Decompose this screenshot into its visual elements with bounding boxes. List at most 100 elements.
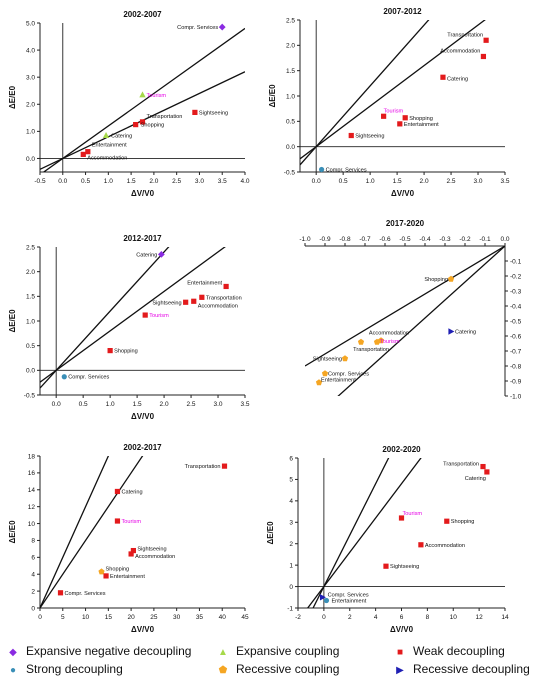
point-label-catering: Catering [455,330,476,336]
point-label-sightseeing: Sightseeing [152,300,181,306]
reference-line [40,247,226,383]
x-tick-label: -0.6 [379,236,391,243]
x-tick-label: 0 [322,614,326,621]
x-tick-label: 2.0 [420,178,429,185]
y-tick-label: -0.9 [510,378,522,385]
reference-lines [40,27,245,172]
point-label-accommodation: Accommodation [425,543,465,549]
x-tick-label: 3.0 [214,401,223,408]
legend-label-5: Recessive decoupling [413,662,530,676]
x-tick-label: -0.2 [459,236,471,243]
point-label-tourism: Tourism [384,108,404,114]
point-label-compr-services: Compr. Services [328,592,369,598]
chart-title: 2002-2007 [123,10,162,19]
panel-2002-2007: -0.5 0.0 0.5 1.0 1.5 2.0 2.5 3.0 3.5 4.0 0.0 1.0 2.0… [8,10,250,198]
point-label-catering: Catering [447,76,468,82]
y-tick-label: -1.0 [510,393,522,400]
point-transportation [480,463,486,470]
legend-marker-2: ■ [396,647,404,658]
point-catering [440,74,446,80]
point-shopping [98,568,105,575]
point-accommodation [480,53,487,60]
y-tick-label: 3.0 [26,74,35,81]
x-tick-label: 6 [400,614,404,621]
point-catering [448,328,455,335]
x-tick-label: 0 [38,614,42,621]
point-tourism [114,518,121,524]
chart-title: 2002-2017 [123,443,162,452]
x-tick-label: -0.7 [359,236,371,243]
legend-item-0: ◆ Expansive negative decoupling [8,644,191,660]
x-tick-label: 0.0 [58,178,67,185]
point-label-transportation: Transportation [147,114,183,120]
x-tick-label: 0.5 [339,178,348,185]
legend-marker-4: ⬟ [218,665,228,676]
point-label-shopping: Shopping [141,123,165,129]
y-axis-label: ΔE/E0 [8,309,17,333]
point-label-sightseeing: Sightseeing [355,134,384,140]
point-label-accommodation: Accommodation [135,554,175,560]
reference-line [306,458,422,608]
chart-title: 2002-2020 [382,445,421,454]
y-axis-label: ΔE/E0 [268,84,277,108]
point-label-shopping: Shopping [451,519,475,525]
reference-line [300,20,430,166]
x-tick-label: -0.1 [479,236,491,243]
x-tick-label: 2.5 [187,401,196,408]
point-sightseeing [383,563,389,569]
y-tick-label: 6 [289,455,293,462]
x-tick-label: 2.0 [160,401,169,408]
x-tick-label: 3.0 [195,178,204,185]
x-tick-label: -0.8 [339,236,351,243]
point-label-transportation: Transportation [443,462,479,468]
y-tick-label: -1 [287,605,293,612]
reference-lines [40,247,226,389]
x-tick-label: 45 [241,614,249,621]
legend-label-3: Strong decoupling [26,662,123,676]
x-tick-label: 8 [426,614,430,621]
point-label-compr-services: Compr. Services [65,591,106,597]
x-tick-label: 30 [173,614,181,621]
y-tick-label: 1.5 [286,68,295,75]
reference-line [312,458,390,608]
y-tick-label: -0.6 [510,333,522,340]
point-label-entertainment: Entertainment [92,143,127,149]
reference-line [40,247,170,389]
point-label-tourism: Tourism [149,313,169,319]
y-tick-label: 0.0 [286,144,295,151]
point-compr-services [57,590,64,596]
legend-item-5: ▶ Recessive decoupling [395,662,530,678]
point-label-shopping: Shopping [409,116,433,122]
point-label-shopping: Shopping [114,349,138,355]
y-tick-label: 1.0 [26,318,35,325]
x-axis-label: ΔV/V0 [390,625,414,634]
legend: ◆ Expansive negative decoupling ▲ Expansiv… [0,640,550,681]
x-tick-label: 2.0 [149,178,158,185]
x-tick-label: 1.5 [393,178,402,185]
point-label-sightseeing: Sightseeing [313,357,342,363]
legend-item-2: ■ Weak decoupling [395,644,505,660]
reference-lines [300,20,486,166]
legend-label-0: Expansive negative decoupling [26,644,192,658]
point-label-tourism: Tourism [121,519,141,525]
x-tick-label: 10 [450,614,458,621]
x-axis-label: ΔV/V0 [391,189,415,198]
point-entertainment [223,283,229,290]
legend-marker-5: ▶ [396,665,404,676]
point-tourism [139,91,146,98]
point-sightseeing [130,547,136,554]
y-tick-label: 0.0 [26,368,35,375]
point-accommodation [80,151,86,157]
x-tick-label: 12 [476,614,484,621]
point-label-transportation: Transportation [185,464,221,470]
x-tick-label: 0.5 [79,401,88,408]
point-label-compr-services: Compr. Services [177,25,218,31]
y-tick-label: 0.5 [26,343,35,350]
point-compr-services [319,594,326,601]
y-tick-label: -0.5 [510,318,522,325]
x-tick-label: -1.0 [299,236,311,243]
y-tick-label: 14 [28,487,36,494]
y-tick-label: 4.0 [26,47,35,54]
x-tick-label: 10 [82,614,90,621]
point-tourism [398,515,405,521]
